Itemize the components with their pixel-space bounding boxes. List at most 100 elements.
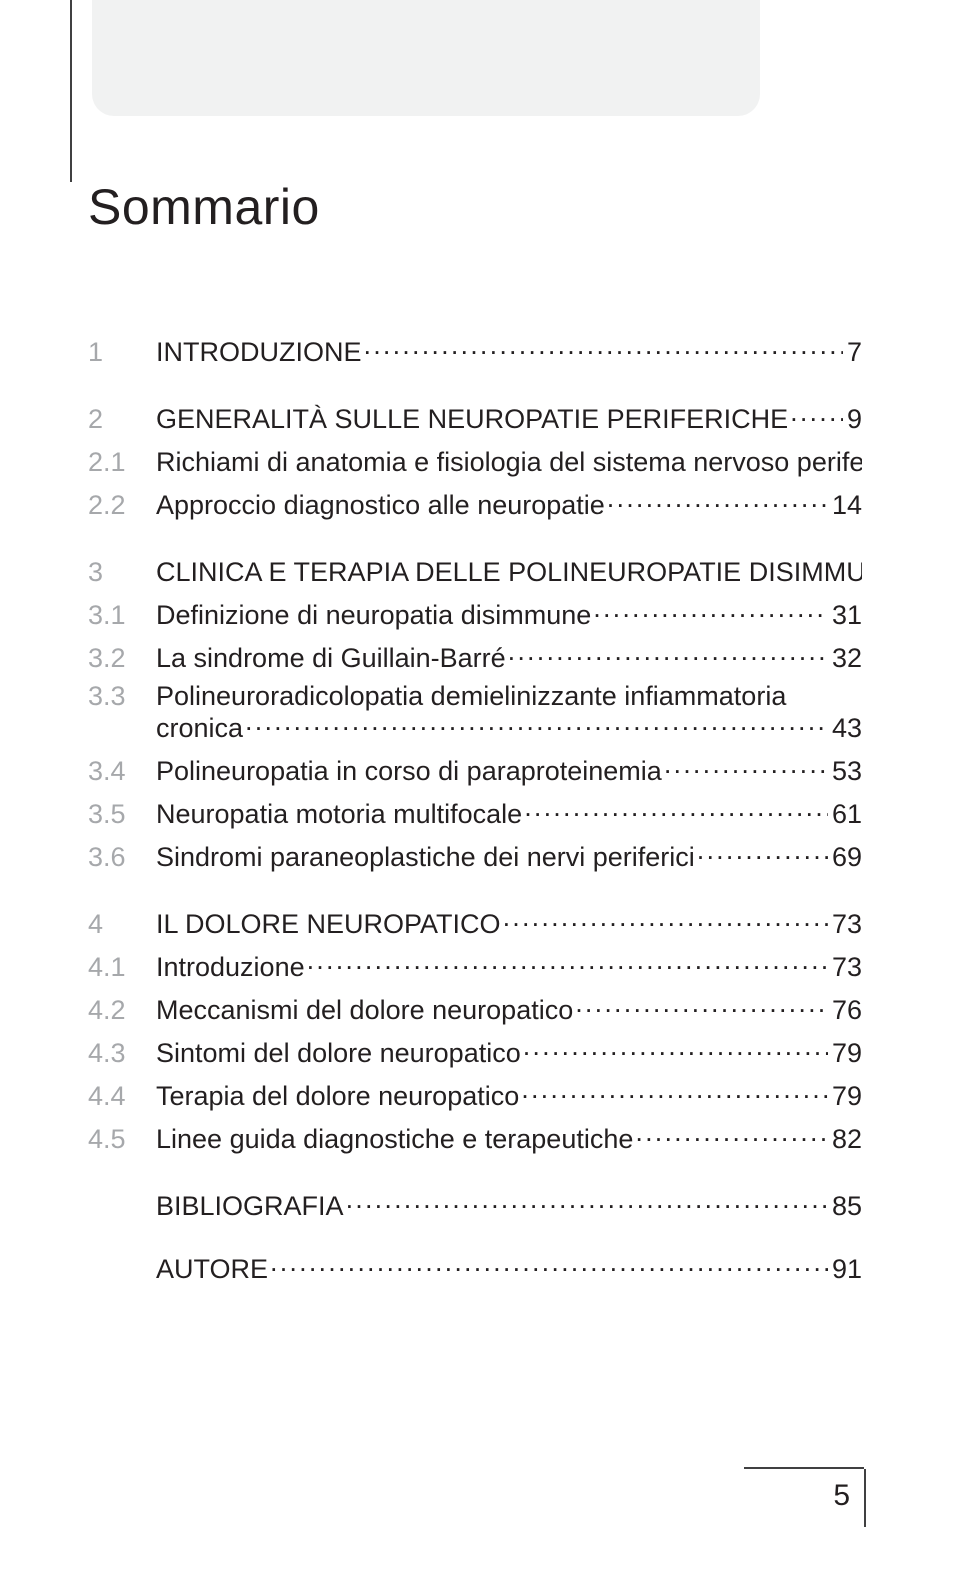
toc-entry-page: 53 xyxy=(830,758,862,785)
toc-entry-number: 4.3 xyxy=(88,1040,156,1067)
toc-entry-number: 3.6 xyxy=(88,844,156,871)
toc-entry-label: Polineuroradicolopatia demielinizzante i… xyxy=(156,683,786,710)
toc-row: 3CLINICA E TERAPIA DELLE POLINEUROPATIE … xyxy=(88,548,862,591)
toc-entry-number: 4.5 xyxy=(88,1126,156,1153)
toc-entry-page: 43 xyxy=(830,715,862,742)
toc-dot-leader xyxy=(697,839,828,866)
toc-entry-label: Meccanismi del dolore neuropatico xyxy=(156,997,573,1024)
toc-entry-page: 76 xyxy=(830,997,862,1024)
toc-group: 2GENERALITÀ SULLE NEUROPATIE PERIFERICHE… xyxy=(88,395,862,524)
toc-entry-page: 73 xyxy=(830,954,862,981)
toc-entry-label-cont: cronica xyxy=(156,715,243,742)
toc-row: 3.4Polineuropatia in corso di paraprotei… xyxy=(88,747,862,790)
toc-entry-label: Linee guida diagnostiche e terapeutiche xyxy=(156,1126,633,1153)
toc-row: AUTORE 91 xyxy=(88,1245,862,1288)
toc-entry-label: Approccio diagnostico alle neuropatie xyxy=(156,492,605,519)
toc-entry-label: AUTORE xyxy=(88,1256,268,1283)
toc-entry-page: 7 xyxy=(845,339,862,366)
toc-row: 4.3Sintomi del dolore neuropatico 79 xyxy=(88,1029,862,1072)
toc-entry-label: Sintomi del dolore neuropatico xyxy=(156,1040,521,1067)
toc-entry-number: 3.5 xyxy=(88,801,156,828)
toc-entry-label: La sindrome di Guillain-Barré xyxy=(156,645,506,672)
toc-entry-number: 4 xyxy=(88,911,156,938)
toc-entry-number: 3.1 xyxy=(88,602,156,629)
toc-entry-label: BIBLIOGRAFIA xyxy=(88,1193,344,1220)
toc-row: 4.5Linee guida diagnostiche e terapeutic… xyxy=(88,1115,862,1158)
toc-entry-label: Sindromi paraneoplastiche dei nervi peri… xyxy=(156,844,695,871)
toc-row: 2GENERALITÀ SULLE NEUROPATIE PERIFERICHE… xyxy=(88,395,862,438)
toc-dot-leader xyxy=(523,1035,828,1062)
toc-entry-page: 9 xyxy=(845,406,862,433)
toc-dot-leader xyxy=(635,1121,828,1148)
page-number: 5 xyxy=(833,1479,850,1513)
toc-entry-label: GENERALITÀ SULLE NEUROPATIE PERIFERICHE xyxy=(156,406,788,433)
toc-entry-page: 79 xyxy=(830,1083,862,1110)
toc-dot-leader xyxy=(607,487,828,514)
toc-group: 3CLINICA E TERAPIA DELLE POLINEUROPATIE … xyxy=(88,548,862,876)
toc-dot-leader xyxy=(593,597,828,624)
toc-entry-number: 2.2 xyxy=(88,492,156,519)
toc-entry-number: 2.1 xyxy=(88,449,156,476)
toc-row: 1INTRODUZIONE 7 xyxy=(88,328,862,371)
table-of-contents: 1INTRODUZIONE 7 2GENERALITÀ SULLE NEUROPAT… xyxy=(88,328,862,1308)
toc-entry-label: Terapia del dolore neuropatico xyxy=(156,1083,519,1110)
toc-dot-leader xyxy=(790,401,843,428)
page-title: Sommario xyxy=(88,178,320,236)
toc-row: 3.6Sindromi paraneoplastiche dei nervi p… xyxy=(88,833,862,876)
toc-entry-page: 82 xyxy=(830,1126,862,1153)
toc-entry-label: IL DOLORE NEUROPATICO xyxy=(156,911,501,938)
toc-dot-leader xyxy=(364,334,843,361)
toc-entry-page: 79 xyxy=(830,1040,862,1067)
toc-entry-page: 73 xyxy=(830,911,862,938)
toc-dot-leader xyxy=(346,1188,828,1215)
toc-row: 3.3Polineuroradicolopatia demielinizzant… xyxy=(88,677,862,747)
toc-row: 4.4Terapia del dolore neuropatico 79 xyxy=(88,1072,862,1115)
toc-entry-page: 91 xyxy=(830,1256,862,1283)
toc-entry-number: 4.1 xyxy=(88,954,156,981)
toc-entry-page: 31 xyxy=(830,602,862,629)
toc-entry-number: 2 xyxy=(88,406,156,433)
toc-dot-leader xyxy=(307,949,828,976)
toc-dot-leader xyxy=(270,1251,828,1278)
toc-group: 4IL DOLORE NEUROPATICO 73 4.1Introduzione 7… xyxy=(88,900,862,1158)
footer-corner: 5 xyxy=(744,1467,864,1527)
toc-entry-label: Definizione di neuropatia disimmune xyxy=(156,602,591,629)
toc-row: 2.2Approccio diagnostico alle neuropatie… xyxy=(88,481,862,524)
toc-row: 3.2La sindrome di Guillain-Barré 32 xyxy=(88,634,862,677)
toc-dot-leader xyxy=(664,753,828,780)
toc-group: 1INTRODUZIONE 7 xyxy=(88,328,862,371)
toc-dot-leader xyxy=(521,1078,828,1105)
toc-entry-number: 3.3 xyxy=(88,683,156,710)
toc-tail: BIBLIOGRAFIA 85 AUTORE 91 xyxy=(88,1182,862,1288)
toc-dot-leader xyxy=(575,992,828,1019)
toc-entry-number: 3.2 xyxy=(88,645,156,672)
toc-dot-leader xyxy=(508,640,828,667)
toc-entry-page: 85 xyxy=(830,1193,862,1220)
footer-rule-vertical xyxy=(864,1469,866,1527)
toc-entry-label: Polineuropatia in corso di paraproteinem… xyxy=(156,758,662,785)
toc-entry-label: Richiami di anatomia e fisiologia del si… xyxy=(156,449,862,476)
toc-entry-label: Neuropatia motoria multifocale xyxy=(156,801,522,828)
page: Sommario 1INTRODUZIONE 7 2GENERALITÀ SULLE… xyxy=(0,0,960,1585)
toc-entry-label: INTRODUZIONE xyxy=(156,339,362,366)
toc-entry-number: 1 xyxy=(88,339,156,366)
header-ornament-box xyxy=(92,0,760,116)
toc-entry-number: 4.4 xyxy=(88,1083,156,1110)
toc-row: BIBLIOGRAFIA 85 xyxy=(88,1182,862,1225)
toc-entry-label: Introduzione xyxy=(156,954,305,981)
toc-row: 3.1Definizione di neuropatia disimmune 31 xyxy=(88,591,862,634)
toc-entry-label: CLINICA E TERAPIA DELLE POLINEUROPATIE D… xyxy=(156,559,862,586)
toc-entry-number: 3 xyxy=(88,559,156,586)
toc-dot-leader xyxy=(524,796,828,823)
toc-row: 4IL DOLORE NEUROPATICO 73 xyxy=(88,900,862,943)
toc-row: 2.1Richiami di anatomia e fisiologia del… xyxy=(88,438,862,481)
toc-row: 4.2Meccanismi del dolore neuropatico76 xyxy=(88,986,862,1029)
toc-dot-leader xyxy=(245,710,828,737)
toc-row: 3.5Neuropatia motoria multifocale 61 xyxy=(88,790,862,833)
toc-entry-page: 14 xyxy=(830,492,862,519)
toc-entry-page: 61 xyxy=(830,801,862,828)
toc-row: 4.1Introduzione 73 xyxy=(88,943,862,986)
toc-entry-page: 32 xyxy=(830,645,862,672)
toc-dot-leader xyxy=(503,906,828,933)
header-vertical-rule xyxy=(70,0,72,182)
